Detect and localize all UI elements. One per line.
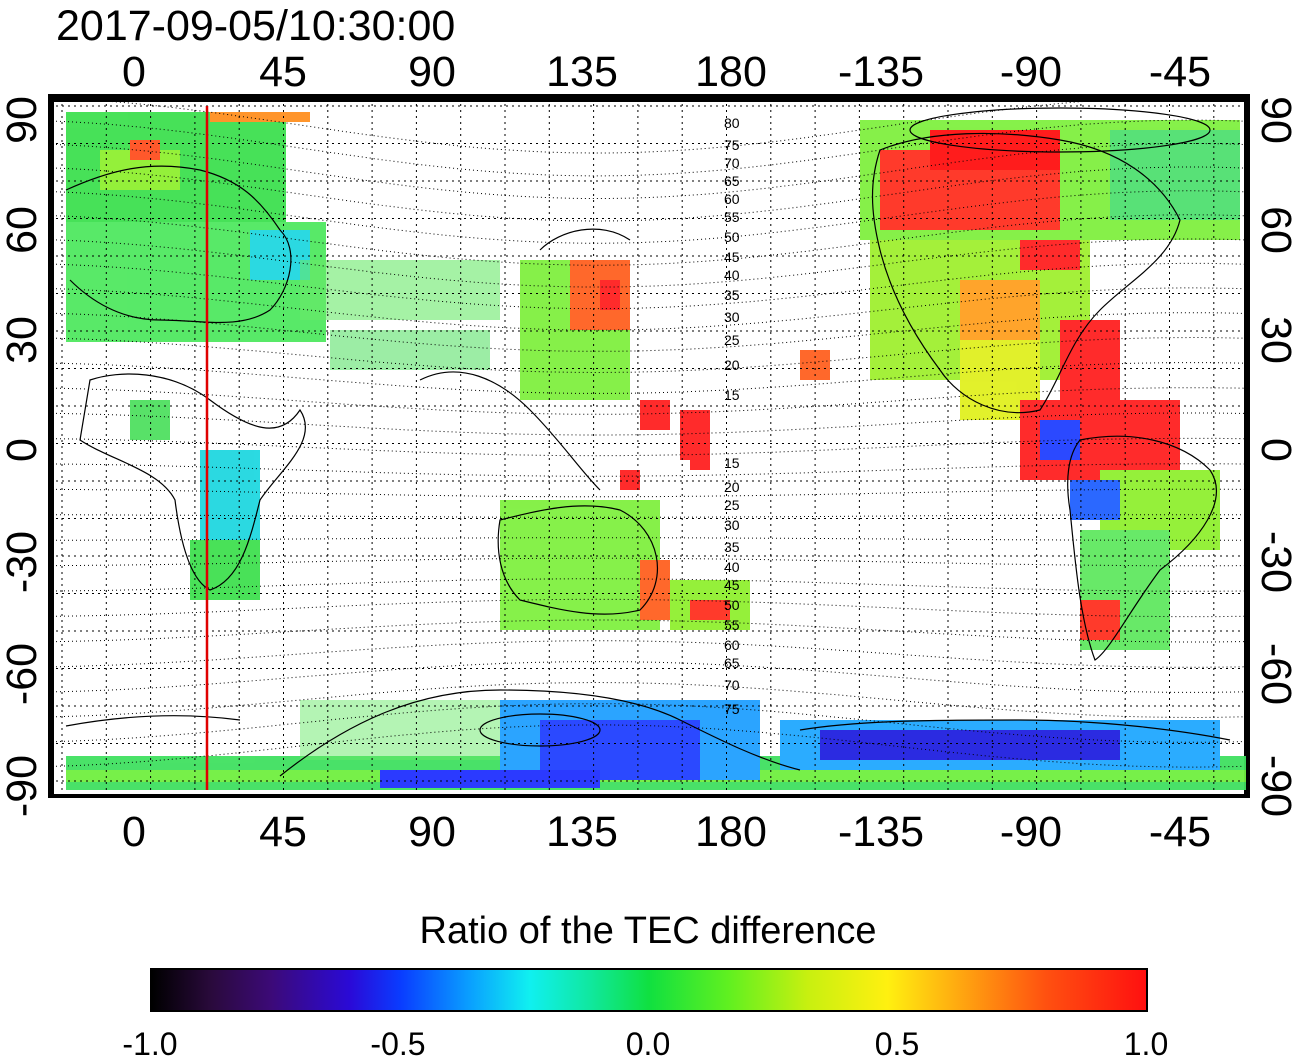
- contour-label: 25: [724, 332, 740, 348]
- contour-label: 15: [724, 455, 740, 471]
- tick-label: -30: [0, 531, 46, 593]
- tick-label: 0: [1252, 438, 1296, 462]
- tick-label: -90: [1000, 48, 1062, 96]
- colorbar-tick-label: 1.0: [1123, 1026, 1169, 1062]
- tick-label: 45: [259, 808, 307, 856]
- contour-label: 20: [724, 357, 740, 373]
- map-title: 2017-09-05/10:30:00: [56, 2, 456, 50]
- contour-label: 55: [724, 209, 740, 225]
- tick-label: 90: [1252, 96, 1296, 144]
- colorbar-tick-label: 0.0: [625, 1026, 671, 1062]
- tick-label: 90: [408, 48, 456, 96]
- tick-label: 60: [0, 206, 46, 254]
- contour-label: 65: [724, 173, 740, 189]
- contour-label: 75: [724, 701, 740, 717]
- tick-label: 30: [1252, 316, 1296, 364]
- top-border: [52, 94, 1248, 102]
- tick-label: 90: [0, 96, 46, 144]
- tec-map: 80 75 70 65 60 55 50 45 40 35 30 25 20 15 15 20 25 30 35 40…: [0, 48, 1296, 856]
- contour-label: 20: [724, 479, 740, 495]
- graticule-grid: [56, 104, 1244, 790]
- tick-label: -60: [1252, 643, 1296, 705]
- contour-label: 45: [724, 577, 740, 593]
- contour-label: 25: [724, 497, 740, 513]
- contour-label: 50: [724, 597, 740, 613]
- left-latitude-ticks: 90 60 30 0 -30 -60 -90: [0, 96, 46, 817]
- contour-label: 70: [724, 155, 740, 171]
- colorbar: [150, 968, 1148, 1012]
- contour-labels: 80 75 70 65 60 55 50 45 40 35 30 25 20 15 15 20 25 30 35 40…: [724, 115, 740, 717]
- tick-label: -135: [838, 48, 924, 96]
- tick-label: 135: [546, 48, 618, 96]
- top-longitude-ticks: 0 45 90 135 180 -135 -90 -45: [122, 48, 1211, 96]
- colorbar-tick-label: -1.0: [122, 1026, 178, 1062]
- tick-label: 0: [122, 48, 146, 96]
- right-latitude-ticks: 90 60 30 0 -30 -60 -90: [1252, 96, 1296, 817]
- contour-label: 70: [724, 677, 740, 693]
- tick-label: -90: [1252, 755, 1296, 817]
- contour-label: 40: [724, 559, 740, 575]
- colorbar-tick-label: -0.5: [370, 1026, 426, 1062]
- tick-label: -30: [1252, 531, 1296, 593]
- tick-label: 30: [0, 316, 46, 364]
- contour-label: 60: [724, 637, 740, 653]
- contour-label: 35: [724, 539, 740, 555]
- tick-label: 0: [122, 808, 146, 856]
- tick-label: 135: [546, 808, 618, 856]
- tick-label: -45: [1149, 48, 1211, 96]
- contour-label: 80: [724, 115, 740, 131]
- contour-label: 45: [724, 249, 740, 265]
- bottom-longitude-ticks: 0 45 90 135 180 -135 -90 -45: [122, 808, 1211, 856]
- contour-label: 40: [724, 267, 740, 283]
- colorbar-tick-label: 0.5: [874, 1026, 920, 1062]
- tick-label: 0: [0, 438, 46, 462]
- contour-label: 55: [724, 617, 740, 633]
- contour-label: 60: [724, 191, 740, 207]
- tick-label: -135: [838, 808, 924, 856]
- contour-label: 75: [724, 137, 740, 153]
- bottom-border: [52, 794, 1248, 798]
- contour-label: 30: [724, 517, 740, 533]
- contour-label: 65: [724, 655, 740, 671]
- contour-label: 15: [724, 387, 740, 403]
- contour-label: 35: [724, 287, 740, 303]
- tick-label: 180: [695, 48, 767, 96]
- contour-label: 30: [724, 309, 740, 325]
- colorbar-title: Ratio of the TEC difference: [419, 910, 877, 952]
- tick-label: 60: [1252, 206, 1296, 254]
- tick-label: 90: [408, 808, 456, 856]
- magnetic-latitude-contours: [55, 96, 1245, 768]
- tick-label: -60: [0, 643, 46, 705]
- tick-label: 45: [259, 48, 307, 96]
- tick-label: -90: [0, 755, 46, 817]
- right-border: [1244, 94, 1250, 798]
- tick-label: -90: [1000, 808, 1062, 856]
- coastlines: [65, 107, 1231, 777]
- contour-label: 50: [724, 229, 740, 245]
- tick-label: 180: [695, 808, 767, 856]
- tick-label: -45: [1149, 808, 1211, 856]
- left-border: [48, 94, 54, 798]
